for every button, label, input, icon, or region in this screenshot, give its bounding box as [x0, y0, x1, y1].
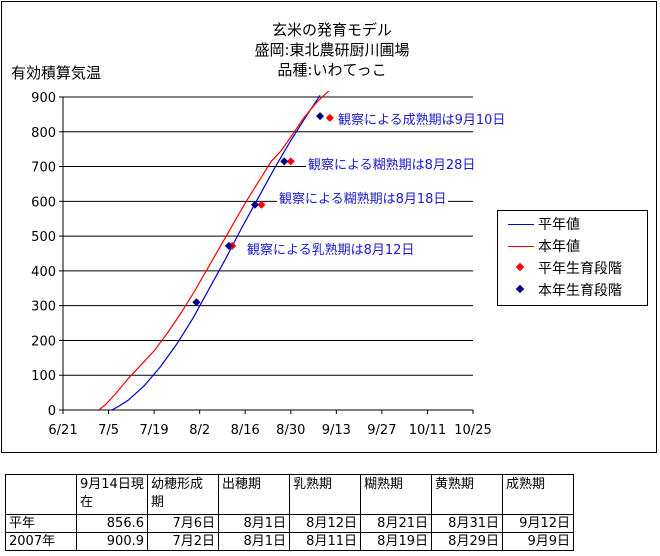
legend-label: 平年生育段階 [538, 261, 622, 277]
legend-label: 本年値 [538, 239, 580, 255]
legend-label: 本年生育段階 [538, 283, 622, 299]
chart-title-line-2: 盛岡:東北農研厨川圃場 [254, 41, 410, 59]
annotation-dough-0828: 観察による糊熟期は8月28日 [306, 157, 478, 174]
x-tick-label: 8/2 [189, 423, 210, 438]
table-cell: 8月31日 [431, 514, 503, 533]
stage-marker-0 [257, 200, 266, 209]
x-tick-label: 7/5 [98, 423, 119, 438]
legend-item-normal-line: 平年値 [506, 215, 580, 233]
table-header-cell: 成熟期 [502, 474, 574, 515]
y-tick-label: 300 [31, 300, 56, 315]
table-cell: 7月2日 [147, 532, 219, 551]
series-line-0 [111, 94, 321, 410]
x-tick-label: 10/11 [409, 423, 446, 438]
table-cell: 9月12日 [502, 514, 574, 533]
y-tick-label: 500 [31, 230, 56, 245]
chart-plot: 0 100 200 300 400 500 600 700 800 900 6/21 7/5 7/19 8… [31, 91, 492, 438]
annotation-milk-ripe: 観察による乳熟期は8月12日 [245, 242, 417, 259]
legend-label: 平年値 [538, 217, 580, 233]
y-tick-label: 200 [31, 334, 56, 349]
stage-marker-1 [280, 157, 289, 166]
y-tick-label: 400 [31, 265, 56, 280]
x-tick-label: 10/25 [454, 423, 491, 438]
table-header-cell: 幼穂形成期 [147, 474, 219, 515]
annotation-maturity: 観察による成熟期は9月10日 [336, 112, 508, 129]
table-cell: 8月11日 [289, 532, 361, 551]
table-header-cell: 出穂期 [218, 474, 290, 515]
y-tick-label: 900 [31, 91, 56, 106]
stage-marker-1 [250, 200, 259, 209]
x-tick-label: 9/27 [367, 423, 396, 438]
table-cell: 8月12日 [289, 514, 361, 533]
chart-title-line-1: 玄米の発育モデル [271, 21, 392, 39]
stage-marker-1 [224, 241, 233, 250]
annotation-dough-0818: 観察による糊熟期は8月18日 [277, 191, 449, 208]
y-tick-label: 700 [31, 161, 56, 176]
y-tick-label: 0 [48, 404, 56, 419]
table-cell: 7月6日 [147, 514, 219, 533]
stage-marker-1 [192, 298, 201, 307]
table-cell: 2007年 [5, 532, 77, 551]
table-cell: 平年 [5, 514, 77, 533]
table-row: 2007年 900.9 7月2日 8月1日 8月11日 8月19日 8月29日 … [5, 532, 574, 551]
x-tick-label: 8/16 [231, 423, 260, 438]
x-tick-label: 7/19 [140, 423, 169, 438]
stage-marker-0 [325, 113, 334, 122]
table-cell: 900.9 [76, 532, 148, 551]
table-cell: 8月1日 [218, 514, 290, 533]
stage-marker-1 [316, 112, 325, 121]
chart-title-line-3: 品種:いわてっこ [277, 61, 387, 79]
table-header-cell: 乳熟期 [289, 474, 361, 515]
table-header-cell [5, 474, 77, 515]
y-axis-title: 有効積算気温 [11, 64, 102, 82]
table-header-row: 9月14日現在 幼穂形成期 出穂期 乳熟期 糊熟期 黄熟期 成熟期 [5, 474, 574, 515]
y-tick-label: 100 [31, 369, 56, 384]
table-header-cell: 糊熟期 [360, 474, 432, 515]
table-cell: 8月19日 [360, 532, 432, 551]
table-cell: 9月9日 [502, 532, 574, 551]
growth-stage-table: 9月14日現在 幼穂形成期 出穂期 乳熟期 糊熟期 黄熟期 成熟期 平年 856… [5, 474, 574, 551]
table-header-cell: 9月14日現在 [76, 474, 148, 515]
table-cell: 856.6 [76, 514, 148, 533]
table-row: 平年 856.6 7月6日 8月1日 8月12日 8月21日 8月31日 9月1… [5, 514, 574, 533]
y-tick-label: 800 [31, 126, 56, 141]
chart-legend: 平年値 本年値 平年生育段階 本年生育段階 [497, 210, 648, 306]
x-tick-label: 8/30 [276, 423, 305, 438]
x-tick-label: 9/13 [322, 423, 351, 438]
series-line-1 [98, 91, 330, 410]
table-cell: 8月1日 [218, 532, 290, 551]
legend-item-this-year-stage: 本年生育段階 [506, 281, 622, 299]
legend-item-normal-stage: 平年生育段階 [506, 259, 622, 277]
y-tick-label: 600 [31, 195, 56, 210]
table-header-cell: 黄熟期 [431, 474, 503, 515]
x-tick-label: 6/21 [48, 423, 77, 438]
table-cell: 8月29日 [431, 532, 503, 551]
stage-marker-0 [286, 157, 295, 166]
chart-frame: 0 100 200 300 400 500 600 700 800 900 6/21 7/5 7/19 8… [1, 1, 657, 453]
legend-item-this-year-line: 本年値 [506, 237, 580, 255]
table-cell: 8月21日 [360, 514, 432, 533]
